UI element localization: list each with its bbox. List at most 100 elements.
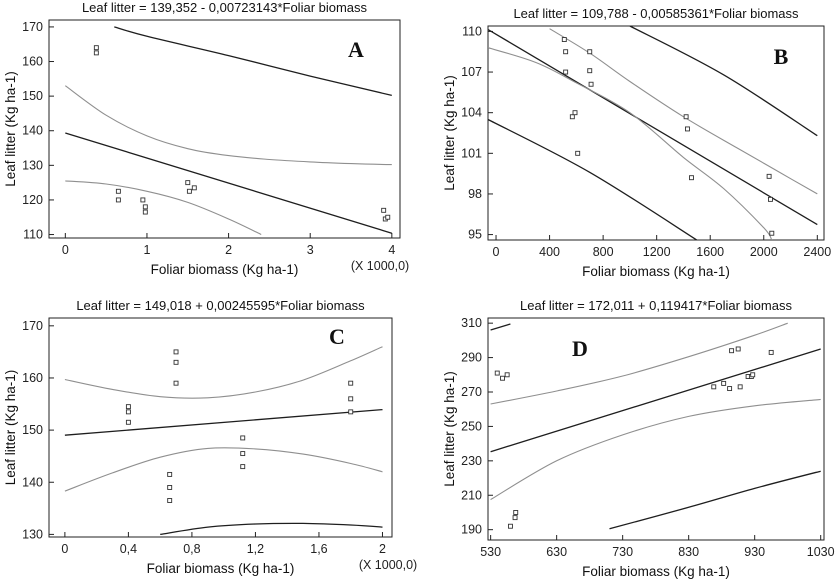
data-point (766, 173, 772, 179)
x-tick-label: 0,8 (183, 542, 200, 556)
x-tick-label: 0 (61, 542, 68, 556)
x-tick-label: 1 (143, 243, 150, 257)
data-point (689, 175, 694, 181)
y-tick-label: 95 (468, 228, 482, 242)
data-point (167, 485, 173, 490)
data-point (500, 375, 505, 381)
series-line-lower-confidence (488, 47, 773, 240)
series-lines (64, 26, 392, 235)
data-point (569, 114, 575, 120)
data-point (240, 451, 246, 457)
data-point (125, 404, 131, 410)
x-tick-label: 0 (62, 243, 69, 257)
data-point (186, 188, 192, 194)
series-lines (490, 322, 821, 530)
data-point (768, 349, 774, 355)
chart-panel-c: Leaf litter = 149,018 + 0,00245595*Folia… (3, 298, 417, 576)
y-tick-label: 104 (461, 106, 482, 120)
x-tick-label: 530 (480, 545, 501, 559)
y-tick-label: 160 (22, 371, 43, 385)
data-point (173, 359, 179, 365)
x-tick-label: 0,4 (120, 542, 137, 556)
data-points (125, 349, 354, 503)
data-point (572, 110, 578, 116)
data-point (563, 69, 569, 75)
x-tick-label: 400 (539, 245, 560, 259)
data-point (385, 214, 391, 220)
data-point (769, 230, 775, 236)
data-point (381, 207, 387, 213)
y-tick-label: 130 (22, 158, 43, 172)
series-line-lower-prediction (488, 118, 698, 240)
data-point (494, 370, 500, 376)
x-axis-label: Foliar biomass (Kg ha-1) (582, 264, 730, 279)
data-point (737, 384, 743, 390)
series-line-fit (488, 28, 818, 226)
data-point (93, 50, 99, 56)
data-point (750, 372, 756, 378)
y-axis-label: Leaf litter (Kg ha-1) (442, 75, 457, 191)
data-point (735, 346, 741, 352)
x-axis-label: Foliar biomass (Kg ha-1) (147, 561, 295, 576)
x-tick-label: 0 (493, 245, 500, 259)
x-tick-label: 2400 (803, 245, 831, 259)
y-tick-label: 98 (468, 187, 482, 201)
data-point (167, 471, 173, 477)
chart-panel-d: Leaf litter = 172,011 + 0,119417*Foliar … (442, 298, 835, 579)
y-tick-label: 210 (461, 488, 482, 502)
series-line-lower-confidence (65, 180, 262, 235)
data-point (173, 349, 179, 355)
panel-label: C (329, 324, 345, 349)
y-tick-label: 120 (22, 193, 43, 207)
data-point (588, 81, 594, 87)
plot-frame (48, 19, 401, 239)
plot-frame (48, 317, 393, 538)
x-tick-label: 800 (593, 245, 614, 259)
data-point (240, 464, 246, 470)
series-line-upper-prediction (629, 26, 818, 137)
x-tick-label: 730 (612, 545, 633, 559)
y-tick-label: 250 (461, 419, 482, 433)
data-point (125, 409, 131, 415)
series-line-fit (65, 132, 392, 234)
data-point (142, 209, 148, 215)
data-point (504, 372, 510, 378)
data-point (768, 196, 773, 202)
x-tick-label: 2 (225, 243, 232, 257)
series-line-upper-prediction (114, 26, 392, 97)
data-point (142, 204, 148, 210)
series-line-fit (490, 348, 821, 453)
y-tick-label: 110 (462, 24, 482, 38)
data-point (512, 515, 518, 521)
x-tick-label: 930 (744, 545, 765, 559)
data-point (125, 419, 131, 425)
series-line-lower-prediction (160, 522, 383, 536)
x-tick-label: 2 (379, 542, 386, 556)
y-tick-label: 310 (461, 316, 482, 330)
data-point (507, 523, 513, 529)
y-tick-label: 150 (22, 423, 43, 437)
x-axis-label: Foliar biomass (Kg ha-1) (582, 564, 730, 579)
series-line-lower-confidence (64, 447, 383, 492)
series-lines (64, 346, 383, 536)
series-line-upper-confidence (64, 85, 392, 166)
data-points (93, 45, 391, 222)
x-tick-label: 1,6 (310, 542, 327, 556)
chart-title: Leaf litter = 139,352 - 0,00723143*Folia… (82, 0, 368, 15)
data-point (563, 49, 569, 55)
x-axis-multiplier: (X 1000,0) (359, 558, 417, 572)
data-point (93, 45, 99, 51)
plot-frame (487, 317, 825, 541)
y-tick-label: 290 (461, 351, 482, 365)
chart-panel-b: Leaf litter = 109,788 - 0,00585361*Folia… (442, 6, 831, 279)
data-point (173, 380, 179, 386)
data-point (729, 348, 735, 354)
data-point (587, 49, 593, 55)
x-tick-label: 2000 (750, 245, 778, 259)
data-point (721, 380, 727, 386)
data-point (348, 396, 354, 402)
series-line-upper-prediction (490, 323, 511, 331)
data-point (711, 384, 717, 390)
x-tick-label: 1600 (696, 245, 724, 259)
x-tick-label: 3 (307, 243, 314, 257)
